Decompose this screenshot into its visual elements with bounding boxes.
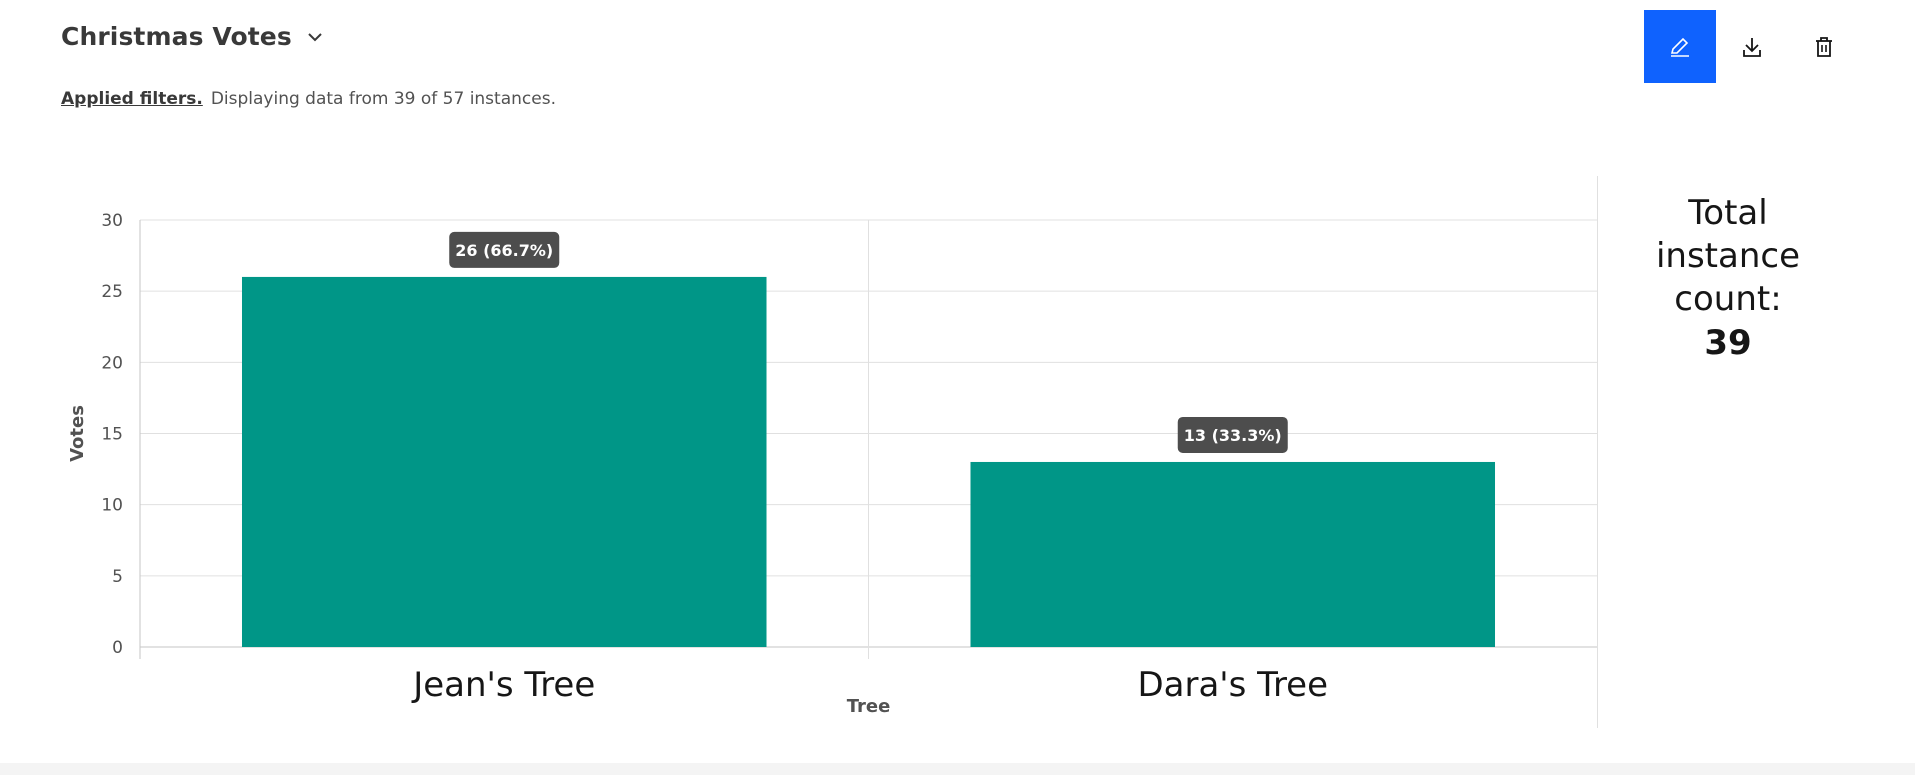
total-instance-count: Total instance count: 39 <box>1612 192 1844 365</box>
delete-button[interactable] <box>1788 10 1860 83</box>
data-label-box <box>449 231 560 268</box>
chart-header: Christmas Votes <box>61 22 324 51</box>
bar-chart: 0 5 10 15 20 25 30 26 (66.7%) Jean's Tree 13 (33.… <box>67 211 1597 717</box>
applied-filters-link[interactable]: Applied filters. <box>61 89 203 109</box>
data-label: 26 (66.7%) <box>455 241 553 260</box>
y-tick-label: 0 <box>112 638 123 658</box>
y-tick-label: 20 <box>101 353 123 373</box>
x-tick-label: Dara's Tree <box>1137 665 1328 705</box>
y-tick-label: 15 <box>101 425 123 445</box>
pencil-icon <box>1669 36 1691 58</box>
y-tick-label: 10 <box>101 496 123 516</box>
chevron-down-icon[interactable] <box>306 28 324 46</box>
footer-band <box>0 763 1915 775</box>
chart-toolbar <box>1644 10 1860 83</box>
download-button[interactable] <box>1716 10 1788 83</box>
bar <box>241 276 767 647</box>
trash-icon <box>1813 36 1835 58</box>
filters-summary: Displaying data from 39 of 57 instances. <box>210 89 556 109</box>
y-axis-title: Votes <box>67 405 88 462</box>
chart-title: Christmas Votes <box>61 22 292 51</box>
panel-divider <box>1597 176 1598 728</box>
edit-button[interactable] <box>1644 10 1716 83</box>
total-count-value: 39 <box>1704 323 1752 363</box>
bar <box>970 461 1496 647</box>
data-label-box <box>1177 416 1288 453</box>
y-tick-label: 25 <box>101 282 123 302</box>
x-tick-label: Jean's Tree <box>411 665 595 705</box>
download-icon <box>1741 36 1763 58</box>
y-tick-label: 30 <box>101 211 123 231</box>
y-tick-label: 5 <box>112 567 123 587</box>
filters-bar: Applied filters. Displaying data from 39… <box>61 89 556 109</box>
data-label: 13 (33.3%) <box>1184 426 1282 445</box>
total-count-label: Total instance count: <box>1655 193 1801 319</box>
x-axis-title: Tree <box>847 696 891 717</box>
